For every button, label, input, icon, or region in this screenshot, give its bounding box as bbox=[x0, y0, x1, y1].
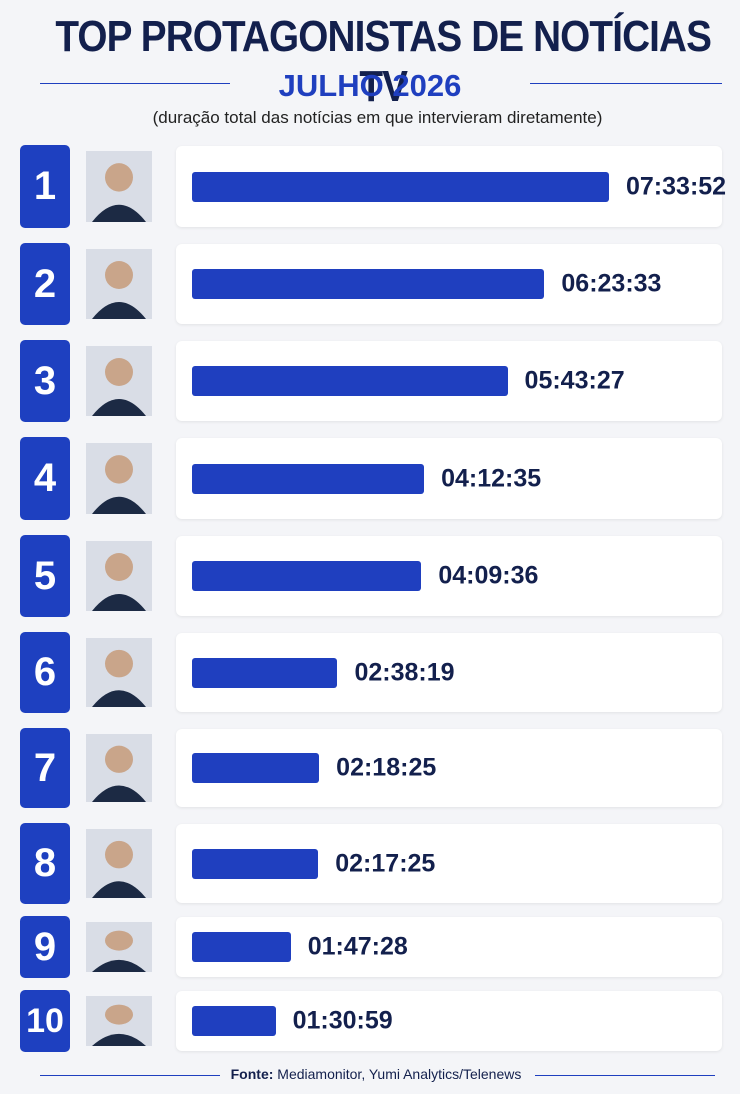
portrait bbox=[86, 541, 152, 611]
bar bbox=[192, 932, 291, 962]
portrait bbox=[86, 734, 152, 802]
value-label: 01:30:59 bbox=[292, 1006, 393, 1035]
portrait bbox=[86, 443, 152, 514]
portrait-icon bbox=[86, 541, 152, 611]
portrait bbox=[86, 638, 152, 707]
rank-badge: 5 bbox=[20, 535, 70, 617]
portrait-icon bbox=[86, 829, 152, 898]
rule bbox=[40, 83, 230, 84]
bar bbox=[192, 171, 609, 202]
portrait-icon bbox=[86, 443, 152, 514]
rank-badge: 7 bbox=[20, 728, 70, 808]
value-label: 07:33:52 bbox=[626, 172, 727, 200]
portrait-icon bbox=[86, 734, 152, 802]
bar bbox=[192, 269, 545, 299]
portrait-icon bbox=[86, 638, 152, 707]
portrait bbox=[86, 151, 152, 222]
source-text: Mediamonitor, Yumi Analytics/Telenews bbox=[277, 1066, 522, 1082]
value-label: 06:23:33 bbox=[561, 269, 662, 298]
portrait-icon bbox=[86, 922, 152, 972]
portrait bbox=[86, 346, 152, 416]
bar bbox=[192, 366, 508, 396]
portrait-icon bbox=[86, 346, 152, 416]
bar bbox=[192, 848, 319, 879]
rule bbox=[40, 1075, 220, 1076]
portrait-icon bbox=[86, 996, 152, 1046]
portrait bbox=[86, 996, 152, 1046]
value-label: 04:09:36 bbox=[438, 561, 539, 590]
portrait bbox=[86, 829, 152, 898]
value-label: 04:12:35 bbox=[441, 464, 542, 492]
bar bbox=[192, 463, 425, 494]
value-label: 05:43:27 bbox=[524, 366, 625, 395]
title: TOP PROTAGONISTAS DE NOTÍCIAS TV bbox=[55, 12, 712, 111]
rank-badge: 6 bbox=[20, 632, 70, 713]
value-label: 02:17:25 bbox=[335, 849, 436, 877]
rank-badge: 4 bbox=[20, 437, 70, 520]
rule bbox=[535, 1075, 715, 1076]
rank-badge: 1 bbox=[20, 145, 70, 228]
value-label: 02:18:25 bbox=[336, 753, 437, 782]
rule bbox=[530, 83, 722, 84]
bar bbox=[192, 1006, 276, 1036]
source: Fonte: Mediamonitor, Yumi Analytics/Tele… bbox=[0, 1066, 740, 1082]
rank-badge: 10 bbox=[20, 990, 70, 1052]
portrait bbox=[86, 249, 152, 319]
bar bbox=[192, 561, 422, 591]
value-label: 02:38:19 bbox=[354, 658, 455, 686]
rank-badge: 8 bbox=[20, 823, 70, 904]
rank-badge: 3 bbox=[20, 340, 70, 422]
bar bbox=[192, 753, 320, 783]
note: (duração total das notícias em que inter… bbox=[152, 108, 603, 127]
portrait-icon bbox=[86, 249, 152, 319]
source-label: Fonte: bbox=[230, 1066, 274, 1082]
value-label: 01:47:28 bbox=[307, 932, 408, 961]
subtitle: JULHO 2026 bbox=[278, 68, 462, 103]
rank-badge: 9 bbox=[20, 916, 70, 978]
rank-badge: 2 bbox=[20, 243, 70, 325]
portrait bbox=[86, 922, 152, 972]
portrait-icon bbox=[86, 151, 152, 222]
bar bbox=[192, 657, 338, 688]
